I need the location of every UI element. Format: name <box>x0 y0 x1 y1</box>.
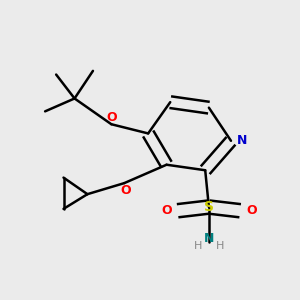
Text: N: N <box>237 134 247 147</box>
Text: H: H <box>194 242 202 251</box>
Text: O: O <box>106 111 117 124</box>
Text: O: O <box>161 204 172 217</box>
Text: N: N <box>204 232 214 245</box>
Text: O: O <box>246 204 256 217</box>
Text: S: S <box>204 200 214 214</box>
Text: O: O <box>121 184 131 197</box>
Text: H: H <box>216 242 224 251</box>
